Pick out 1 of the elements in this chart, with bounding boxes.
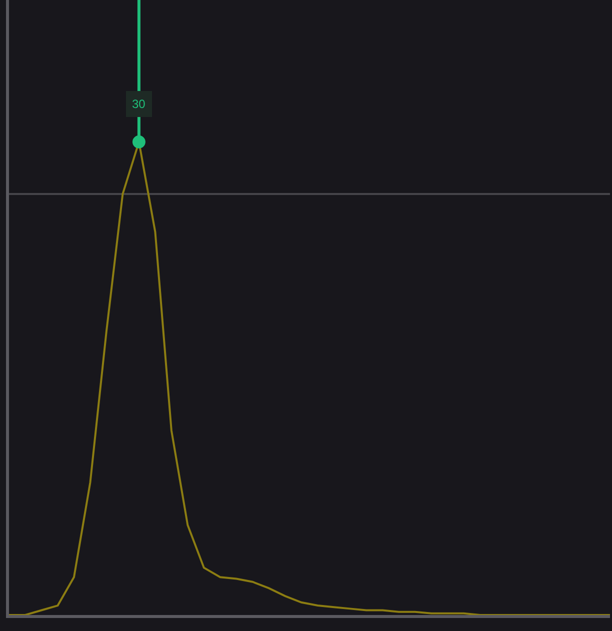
- data-label: 30: [132, 97, 146, 111]
